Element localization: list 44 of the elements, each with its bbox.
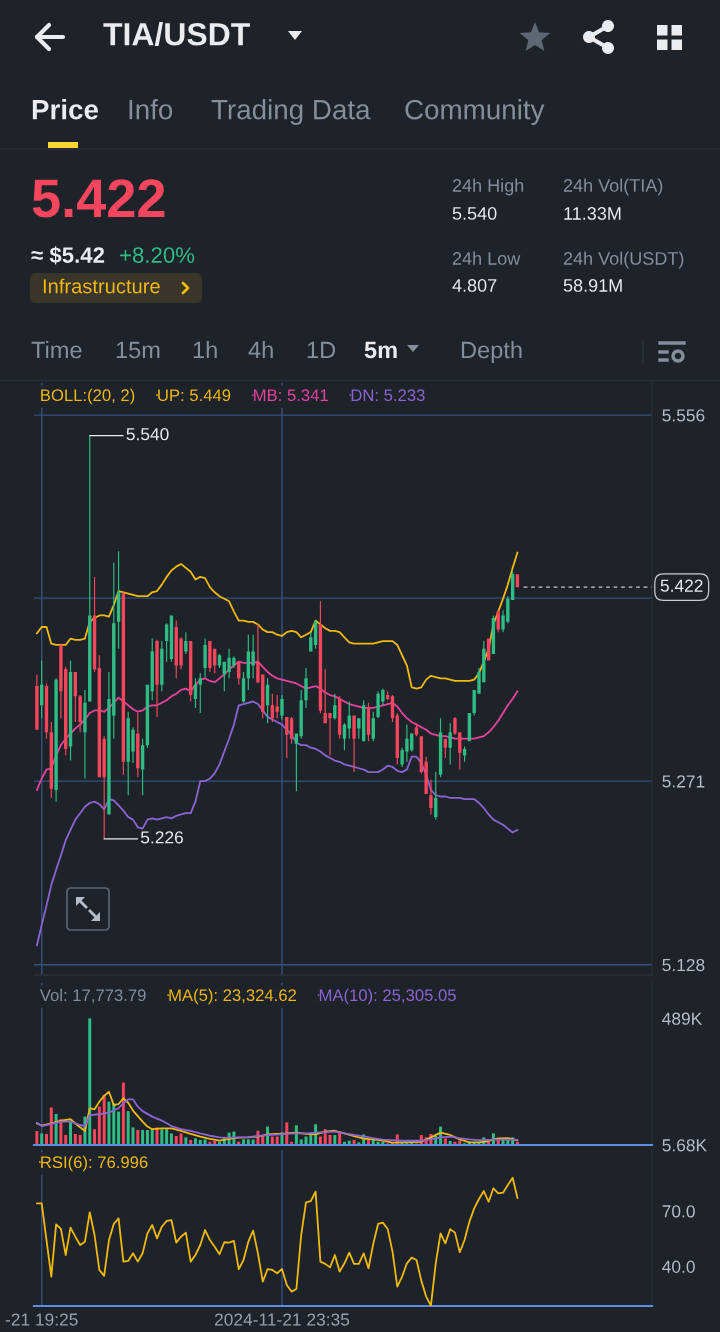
text: Time: [31, 341, 82, 359]
text: TIA/USDT: [103, 22, 250, 46]
text: Info: [129, 99, 173, 120]
annotation: 5.226: [140, 831, 183, 844]
legend-label: MA(10): 25,305.05: [319, 988, 456, 1005]
text: +8.20%: [120, 247, 195, 263]
y-tick-label: 40.0: [662, 1260, 695, 1273]
text: Community: [405, 99, 545, 125]
y-tick-label: 5.68K: [662, 1139, 707, 1152]
text: 11.33M: [564, 207, 621, 220]
x-tick-label: 2024-11-21 23:35: [214, 1313, 350, 1326]
legend-label: UP: 5.449: [158, 389, 231, 402]
text: 1D: [307, 341, 336, 359]
y-tick-label: 5.128: [662, 958, 705, 972]
y-tick-label: 5.556: [662, 409, 705, 422]
text: 58.91M: [563, 279, 622, 292]
annotation: 5.540: [126, 428, 169, 441]
text: 5m: [364, 341, 397, 359]
legend-label: DN: 5.233: [351, 389, 425, 402]
text: 24h High: [452, 178, 524, 196]
text: Trading Data: [211, 99, 371, 125]
text: 4h: [248, 341, 273, 359]
text: 24h Low: [452, 251, 521, 265]
text: 5.422: [32, 179, 165, 218]
text: 4.807: [452, 279, 497, 292]
legend-label: MA(5): 23,324.62: [169, 988, 297, 1005]
legend-label: MB: 5.341: [254, 389, 328, 402]
y-tick-label: 70.0: [662, 1205, 695, 1218]
series-label: Vol: 17,773.79: [39, 988, 146, 1004]
text: Price: [32, 99, 98, 120]
text: Depth: [461, 341, 522, 364]
x-tick-label: -21 19:25: [5, 1313, 78, 1326]
text: 24h Vol(TIA): [563, 178, 663, 196]
text: 24h Vol(USDT): [563, 251, 684, 269]
text: 15m: [116, 341, 160, 359]
text: 5.540: [452, 207, 497, 220]
ref-line-label: 5.422: [660, 579, 703, 592]
text: 1h: [193, 341, 217, 359]
legend-title: BOLL:(20, 2): [41, 388, 135, 405]
y-tick-label: 489K: [662, 1012, 703, 1025]
legend-label: RSI(6): 76.996: [41, 1155, 148, 1172]
text: Infrastructure: [43, 278, 160, 294]
text: ≈ $5.42: [31, 246, 105, 265]
y-tick-label: 5.271: [662, 775, 705, 788]
